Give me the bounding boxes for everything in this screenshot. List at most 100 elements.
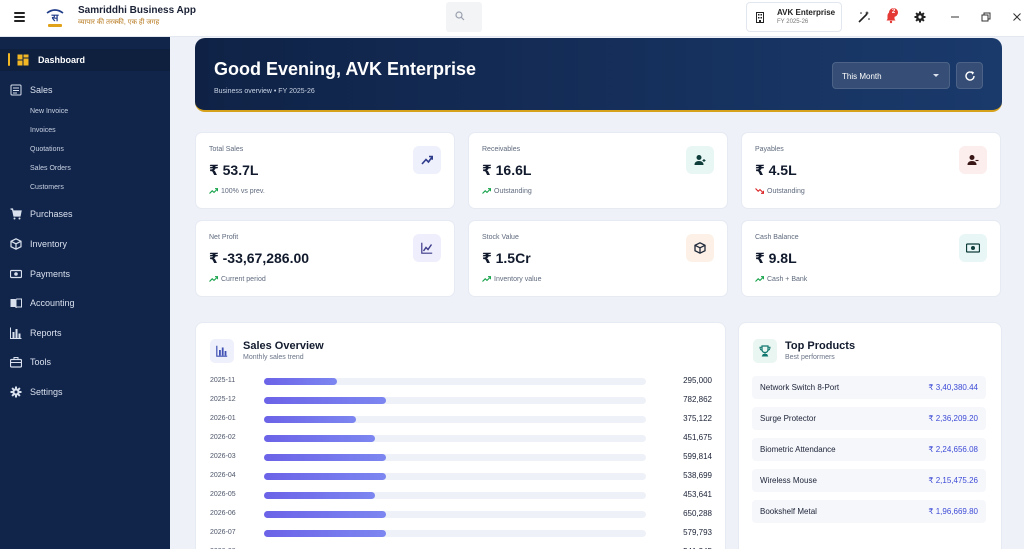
- sidebar-item-label: Inventory: [30, 239, 68, 249]
- sidebar-item-label: Purchases: [30, 209, 73, 219]
- app-tagline: व्यापार की तरक्की, एक ही जगह: [78, 19, 160, 26]
- brand: Samriddhi Business App व्यापार की तरक्की…: [78, 5, 196, 27]
- stat-subtext-text: Cash + Bank: [767, 276, 808, 283]
- stat-label: Payables: [755, 146, 784, 153]
- stat-label: Net Profit: [209, 234, 239, 241]
- product-name: Wireless Mouse: [760, 476, 817, 485]
- magic-wand-icon[interactable]: [857, 10, 871, 24]
- month-value: 541,345: [683, 547, 712, 549]
- svg-text:स: स: [51, 13, 60, 24]
- product-row[interactable]: Surge Protector ₹ 2,36,209.20: [752, 407, 986, 430]
- sidebar-sub-invoices[interactable]: Invoices: [30, 127, 56, 134]
- sidebar-item-tools[interactable]: Tools: [0, 351, 170, 373]
- stat-card-payables[interactable]: Payables ₹ 4.5L Outstanding: [741, 132, 1001, 209]
- bar-chart-icon: [216, 345, 228, 357]
- sales-bar-row: 2026-04 538,699: [210, 469, 712, 483]
- cube-icon: [694, 242, 706, 254]
- close-icon[interactable]: [1010, 10, 1024, 24]
- panel-subtitle: Monthly sales trend: [243, 354, 304, 361]
- stat-value: ₹ 53.7L: [209, 162, 259, 178]
- product-value: ₹ 2,15,475.26: [928, 476, 978, 485]
- gear-icon[interactable]: [913, 10, 927, 24]
- greeting-subtitle: Business overview • FY 2025-26: [214, 88, 315, 95]
- sidebar: Dashboard Sales New Invoice Invoices Quo…: [0, 37, 170, 549]
- stat-card-cash-balance[interactable]: Cash Balance ₹ 9.8L Cash + Bank: [741, 220, 1001, 297]
- month-label: 2026-07: [210, 529, 236, 536]
- stat-subtext: Current period: [209, 276, 266, 283]
- stat-value: ₹ -33,67,286.00: [209, 250, 310, 266]
- sales-bar-row: 2026-07 579,793: [210, 526, 712, 540]
- stat-value: ₹ 4.5L: [755, 162, 797, 178]
- sales-overview-panel: Sales Overview Monthly sales trend 2025-…: [195, 322, 726, 549]
- stat-card-receivables[interactable]: Receivables ₹ 16.6L Outstanding: [468, 132, 728, 209]
- stat-subtext-text: Outstanding: [767, 188, 805, 195]
- panel-icon-box: [210, 339, 234, 363]
- user-minus-icon: [967, 155, 979, 165]
- stat-subtext-text: Inventory value: [494, 276, 542, 283]
- product-name: Surge Protector: [760, 414, 817, 423]
- sales-icon: [10, 84, 22, 96]
- bar-fill: [264, 397, 387, 404]
- bar-fill: [264, 378, 337, 385]
- sidebar-item-purchases[interactable]: Purchases: [0, 203, 170, 225]
- product-name: Bookshelf Metal: [760, 507, 817, 516]
- sales-bar-row: 2026-02 451,675: [210, 431, 712, 445]
- stat-icon-box: [959, 234, 987, 262]
- sales-bar-row: 2026-08541,345: [210, 545, 712, 549]
- stat-subtext: Outstanding: [755, 188, 805, 195]
- stat-card-stock-value[interactable]: Stock Value ₹ 1.5Cr Inventory value: [468, 220, 728, 297]
- notification-badge: 2: [889, 8, 898, 17]
- sidebar-sub-sales-orders[interactable]: Sales Orders: [30, 165, 71, 172]
- stat-card-net-profit[interactable]: Net Profit ₹ -33,67,286.00 Current perio…: [195, 220, 455, 297]
- sidebar-sub-customers[interactable]: Customers: [30, 184, 64, 191]
- sidebar-item-sales[interactable]: Sales: [0, 79, 170, 101]
- line-chart-icon: [421, 242, 433, 254]
- top-bar: स Samriddhi Business App व्यापार की तरक्…: [0, 0, 1024, 37]
- company-switcher[interactable]: AVK Enterprise FY 2025-26: [746, 2, 842, 32]
- stat-subtext: 100% vs prev.: [209, 188, 265, 195]
- stat-card-total-sales[interactable]: Total Sales ₹ 53.7L 100% vs prev.: [195, 132, 455, 209]
- bar-chart-icon: [10, 327, 22, 339]
- month-label: 2026-01: [210, 415, 236, 422]
- product-row[interactable]: Network Switch 8-Port ₹ 3,40,380.44: [752, 376, 986, 399]
- trend-down-icon: [755, 188, 765, 194]
- sidebar-sub-quotations[interactable]: Quotations: [30, 146, 64, 153]
- period-value: This Month: [842, 72, 882, 81]
- month-value: 579,793: [683, 528, 712, 537]
- sales-bar-row: 2026-01 375,122: [210, 412, 712, 426]
- trend-up-icon: [209, 188, 219, 194]
- sidebar-item-settings[interactable]: Settings: [0, 381, 170, 403]
- company-fy: FY 2025-26: [777, 19, 809, 25]
- money-icon: [10, 269, 22, 279]
- product-value: ₹ 1,96,669.80: [928, 507, 978, 516]
- refresh-button[interactable]: [956, 62, 983, 89]
- stat-subtext-text: 100% vs prev.: [221, 188, 265, 195]
- product-value: ₹ 3,40,380.44: [928, 383, 978, 392]
- search-button[interactable]: [446, 2, 482, 32]
- sidebar-sub-new-invoice[interactable]: New Invoice: [30, 108, 69, 115]
- trend-up-icon: [755, 276, 765, 282]
- bar-track: [264, 397, 646, 404]
- sidebar-item-reports[interactable]: Reports: [0, 322, 170, 344]
- period-select[interactable]: This Month: [832, 62, 950, 89]
- sidebar-item-payments[interactable]: Payments: [0, 263, 170, 285]
- product-row[interactable]: Bookshelf Metal ₹ 1,96,669.80: [752, 500, 986, 523]
- product-name: Network Switch 8-Port: [760, 383, 840, 392]
- restore-icon[interactable]: [979, 10, 993, 24]
- product-row[interactable]: Wireless Mouse ₹ 2,15,475.26: [752, 469, 986, 492]
- trend-up-icon: [482, 276, 492, 282]
- month-value: 538,699: [683, 471, 712, 480]
- refresh-icon: [965, 71, 975, 81]
- sidebar-item-accounting[interactable]: Accounting: [0, 292, 170, 314]
- bar-track: [264, 435, 646, 442]
- minimize-icon[interactable]: [948, 10, 962, 24]
- menu-icon[interactable]: [14, 12, 25, 22]
- stat-subtext: Inventory value: [482, 276, 541, 283]
- bar-fill: [264, 492, 375, 499]
- sidebar-item-inventory[interactable]: Inventory: [0, 233, 170, 255]
- bar-track: [264, 378, 646, 385]
- stat-subtext: Cash + Bank: [755, 276, 807, 283]
- product-row[interactable]: Biometric Attendance ₹ 2,24,656.08: [752, 438, 986, 461]
- sidebar-item-dashboard[interactable]: Dashboard: [0, 49, 170, 71]
- bar-track: [264, 473, 646, 480]
